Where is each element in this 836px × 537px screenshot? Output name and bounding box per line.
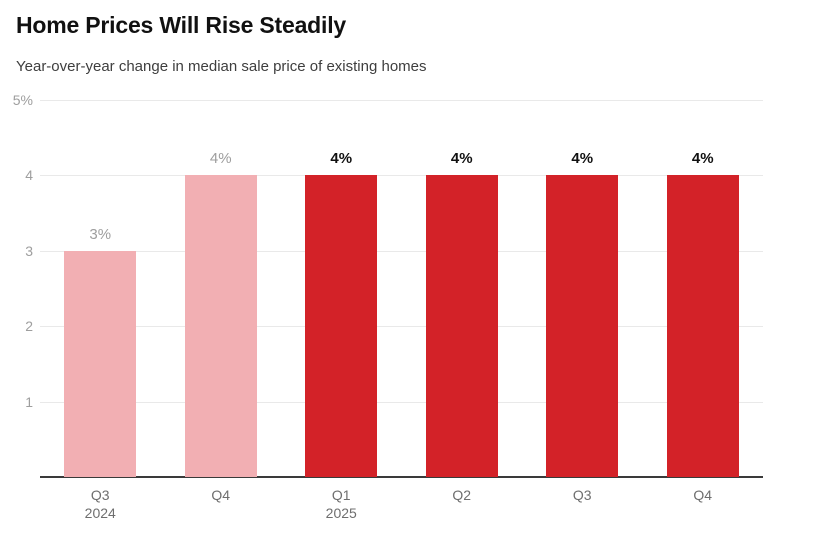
year-label: 2025 (325, 505, 357, 521)
quarter-label: Q2 (452, 487, 472, 503)
bar-value-label: 4% (450, 150, 473, 168)
x-axis-tick-label: Q3 2024 (85, 486, 116, 522)
x-axis-line (40, 476, 763, 478)
bar-column: 4% Q1 2025 (281, 100, 402, 521)
y-axis-tick-label: 2 (25, 318, 33, 335)
quarter-label: Q4 (693, 487, 713, 503)
y-axis-tick-label: 3 (25, 242, 33, 259)
bar-column: 4% Q2 (402, 100, 523, 503)
bars-row: 3% Q3 2024 4% Q4 4% Q1 2025 4% Q2 4% Q3 4% Q4 (40, 100, 764, 521)
bar-value-label: 3% (89, 225, 112, 243)
bar-column: 3% Q3 2024 (40, 100, 161, 521)
x-axis-tick-label: Q3 (573, 486, 592, 504)
bar-q1-2025 (305, 175, 378, 477)
bar-column: 4% Q3 (522, 100, 643, 503)
x-axis-tick-label: Q1 2025 (326, 486, 357, 522)
gridline (40, 401, 763, 403)
bar-value-label: 4% (571, 150, 594, 168)
bar-value-label: 4% (330, 150, 353, 168)
bar-q2 (425, 175, 498, 477)
bar-q3-2024 (64, 250, 137, 477)
gridline (40, 250, 763, 252)
bar-value-label: 4% (691, 150, 714, 168)
bar-q4 (184, 175, 257, 477)
quarter-label: Q1 (331, 487, 351, 503)
bar-value-label: 4% (209, 150, 232, 168)
chart-title: Home Prices Will Rise Steadily (16, 12, 346, 38)
x-axis-tick-label: Q4 (211, 486, 230, 504)
y-axis-tick-label: 1 (25, 393, 33, 410)
bar-q4 (666, 175, 739, 477)
quarter-label: Q3 (90, 487, 110, 503)
y-axis-tick-label: 5% (12, 92, 33, 108)
y-axis-tick-label: 4 (25, 167, 33, 184)
gridline (40, 175, 763, 177)
plot-area: 5% 4 3 2 1 3% Q3 2024 4% Q4 4% Q1 2025 4% Q2 4% Q3 4% Q4 (13, 93, 764, 521)
gridline (40, 100, 763, 101)
gridline (40, 326, 763, 328)
x-axis-tick-label: Q4 (693, 486, 712, 504)
bar-column: 4% Q4 (643, 100, 764, 503)
chart-subtitle: Year-over-year change in median sale pri… (16, 58, 427, 75)
bar-q3 (546, 175, 619, 477)
bar-column: 4% Q4 (161, 100, 282, 503)
quarter-label: Q4 (211, 487, 231, 503)
x-axis-tick-label: Q2 (452, 486, 471, 504)
year-label: 2024 (84, 505, 116, 521)
quarter-label: Q3 (572, 487, 592, 503)
